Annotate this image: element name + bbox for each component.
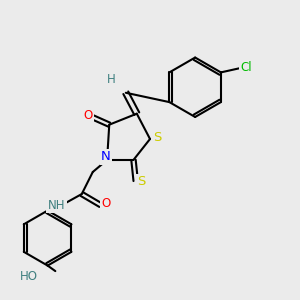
- Text: HO: HO: [20, 270, 38, 283]
- Text: N: N: [101, 150, 111, 163]
- Text: O: O: [101, 197, 111, 210]
- Text: S: S: [154, 131, 162, 144]
- Text: NH: NH: [48, 199, 65, 212]
- Text: S: S: [137, 176, 146, 188]
- Text: O: O: [84, 110, 93, 122]
- Text: H: H: [107, 73, 116, 86]
- Text: Cl: Cl: [240, 61, 252, 74]
